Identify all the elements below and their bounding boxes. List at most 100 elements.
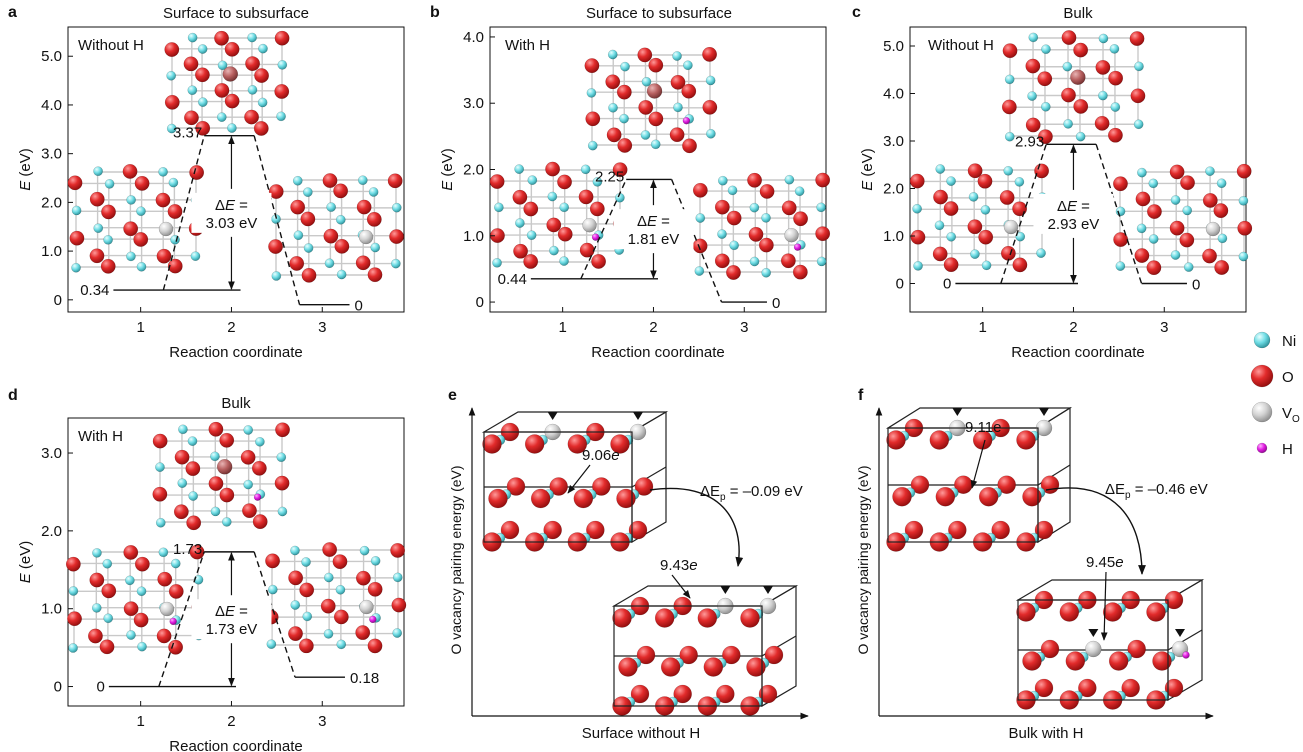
oxygen-atom <box>152 433 168 449</box>
vacancy-marker-icon <box>1175 629 1185 637</box>
oxygen-atom <box>1237 220 1253 236</box>
oxygen-atom <box>616 84 632 100</box>
nickel-atom <box>761 267 772 278</box>
panel-e: e O vacancy pairing energy (eV) Surface … <box>448 387 809 742</box>
oxygen-atom <box>612 608 632 628</box>
nickel-atom <box>514 164 525 174</box>
oxygen-atom <box>274 84 290 99</box>
oxygen-atom <box>513 243 529 259</box>
oxygen-atom <box>714 253 730 269</box>
oxygen-atom <box>323 228 339 244</box>
path-rise <box>1000 144 1047 284</box>
legend-label: Ni <box>1282 333 1296 350</box>
nickel-atom <box>93 166 103 177</box>
panel-title: Surface to subsurface <box>163 5 309 22</box>
nickel-atom <box>1238 195 1249 206</box>
oxygen-atom <box>815 172 831 188</box>
panel-title: Surface to subsurface <box>586 5 732 22</box>
nickel-atom <box>946 176 956 186</box>
nickel-atom <box>1205 166 1215 177</box>
oxygen-atom <box>1102 602 1123 622</box>
hydrogen-atom <box>169 617 177 626</box>
x-tick-label: 1 <box>978 319 986 336</box>
nickel-atom <box>1004 131 1015 142</box>
nickel-atom <box>640 130 651 140</box>
y-tick-label: 4.0 <box>41 97 62 114</box>
x-tick-label: 3 <box>318 319 326 336</box>
nickel-atom <box>290 545 300 556</box>
oxygen-atom <box>253 120 269 136</box>
oxygen-atom <box>943 257 959 273</box>
oxygen-atom <box>978 229 994 245</box>
structure-ts <box>584 46 718 154</box>
nickel-atom <box>293 230 304 241</box>
barrier-value: 1.73 eV <box>206 621 258 638</box>
vacancy-atom <box>582 217 597 233</box>
nickel-atom <box>1027 91 1037 101</box>
oxygen-atom <box>702 99 718 115</box>
nickel-atom <box>136 586 147 597</box>
hydrogen-atom <box>1256 442 1268 454</box>
oxygen-atom <box>886 430 906 450</box>
oxygen-atom <box>999 190 1015 205</box>
nickel-atom <box>1075 131 1086 142</box>
nickel-atom <box>170 558 181 569</box>
nickel-atom <box>515 218 525 228</box>
oxygen-atom <box>948 520 967 540</box>
x-tick-label: 3 <box>318 713 326 730</box>
nickel-atom <box>968 192 979 202</box>
nickel-atom <box>136 206 146 217</box>
nickel-atom <box>277 60 288 70</box>
x-tick-label: 2 <box>649 319 657 336</box>
oxygen-atom <box>545 161 561 177</box>
y-tick-label: 0 <box>896 276 904 293</box>
nickel-atom <box>257 97 268 108</box>
y-tick-label: 4.0 <box>463 29 484 46</box>
oxygen-atom <box>1022 651 1042 671</box>
nickel-atom <box>784 174 795 185</box>
nickel-atom <box>91 603 102 613</box>
oxygen-atom <box>1146 260 1162 276</box>
nickel-atom <box>217 60 228 71</box>
vacancy-marker-icon <box>952 408 963 416</box>
y-tick-label: 2.0 <box>883 181 904 198</box>
nickel-atom <box>816 202 826 213</box>
oxygen-atom <box>356 199 372 215</box>
y-tick-label: 0 <box>476 294 484 311</box>
oxygen-atom <box>133 232 149 247</box>
oxygen-atom <box>703 657 724 677</box>
oxygen-atom <box>288 626 303 642</box>
oxygen-atom <box>254 68 270 84</box>
oxygen-atom <box>764 645 784 665</box>
oxygen-atom <box>1127 639 1146 659</box>
nickel-atom <box>1098 33 1109 44</box>
path-rise <box>158 551 205 687</box>
nickel-atom <box>71 205 82 216</box>
nickel-atom <box>301 557 311 567</box>
oxygen-atom <box>1016 430 1036 450</box>
final-energy-label: 0 <box>355 298 363 315</box>
x-axis-label: Reaction coordinate <box>591 344 724 361</box>
oxygen-atom <box>99 639 115 655</box>
vacancy-marker-icon <box>633 412 643 420</box>
hydrogen-atom <box>369 615 377 624</box>
oxygen-atom <box>1073 98 1089 114</box>
nickel-atom <box>326 202 336 212</box>
oxygen-atom <box>935 486 956 507</box>
oxygen-atom <box>592 477 611 496</box>
oxygen-atom <box>748 226 764 242</box>
nickel-atom <box>816 256 827 267</box>
nickel-atom <box>227 123 237 133</box>
oxygen-atom <box>1037 71 1053 87</box>
oxygen-atom <box>1061 30 1077 46</box>
oxygen-atom <box>573 488 594 509</box>
nickel-atom <box>1040 101 1051 112</box>
oxygen-atom <box>530 488 551 509</box>
final-energy-label: 0.18 <box>350 670 379 687</box>
oxygen-atom <box>1073 42 1089 58</box>
oxygen-atom <box>1202 248 1217 264</box>
nickel-atom <box>170 234 180 245</box>
oxygen-atom <box>224 93 240 109</box>
oxygen-atom <box>904 520 924 540</box>
nickel-atom <box>190 251 201 262</box>
